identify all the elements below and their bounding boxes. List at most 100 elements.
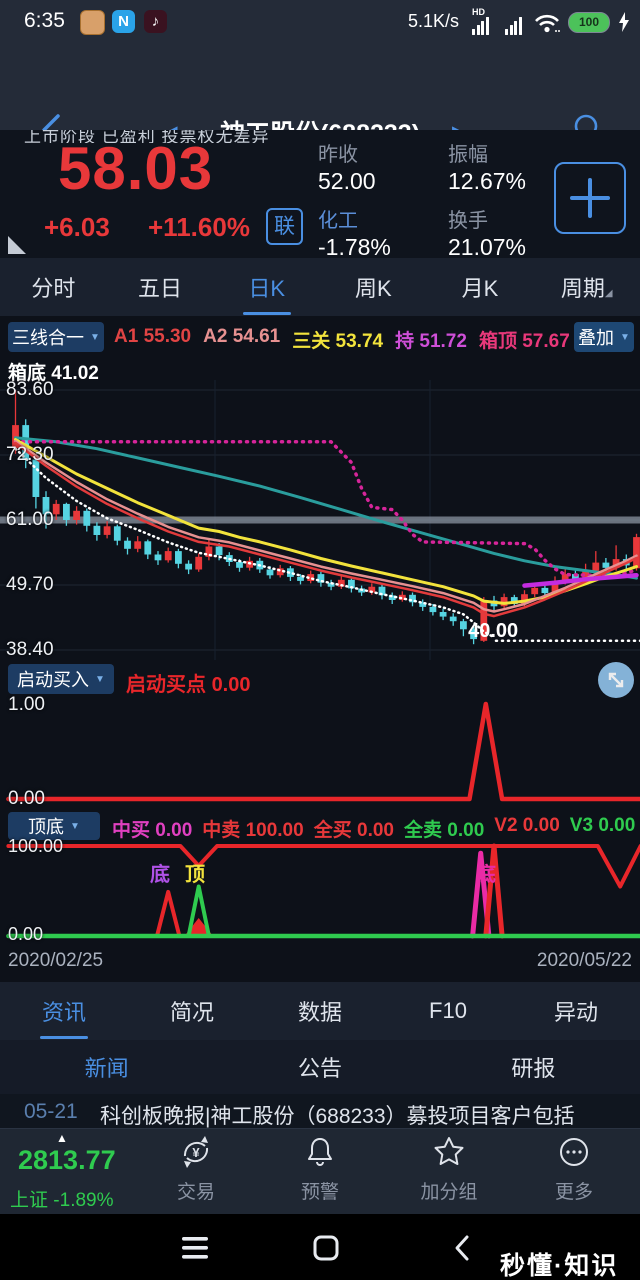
main-indicator-selector[interactable]: 三线合一 ▼ <box>8 322 104 352</box>
candle-body <box>113 526 121 541</box>
sim2-signal-icon <box>505 17 522 35</box>
subtab-research[interactable]: 研报 <box>511 1056 556 1081</box>
system-nav-bar: 秒懂·知识 <box>0 1214 640 1280</box>
candle-body <box>32 459 40 497</box>
candlestick-chart[interactable]: 40.00 <box>0 380 640 660</box>
sector-change-value: -1.78% <box>318 234 391 260</box>
indicator-a2: A2 54.61 <box>203 326 281 347</box>
candle-body <box>52 503 60 515</box>
home-nav-icon[interactable] <box>312 1234 340 1262</box>
sub2-indicator-selector[interactable]: 顶底 ▼ <box>8 812 100 840</box>
trade-button[interactable]: ¥ 交易 <box>160 1135 232 1204</box>
ma-white-dotted <box>14 447 496 639</box>
candle-body <box>388 595 396 600</box>
section-tab-bar: 资讯 简况 数据 F10 异动 <box>0 982 640 1040</box>
sub1-ymax-label: 1.00 <box>8 694 45 715</box>
candle-body <box>612 559 620 568</box>
alert-button[interactable]: 预警 <box>284 1135 356 1204</box>
amplitude-value: 12.67% <box>448 168 527 194</box>
amplitude-label: 振幅 <box>448 144 488 166</box>
period-tab-daily-k[interactable]: 日K <box>213 271 320 315</box>
back-nav-icon[interactable] <box>452 1234 472 1262</box>
candle-body <box>164 551 172 561</box>
corner-fold-icon <box>8 236 26 254</box>
chart-region: 三线合一 ▼ A1 55.30 A2 54.61 三关 53.74 持 51.72… <box>0 316 640 982</box>
candle-body <box>144 541 152 555</box>
sub2-ymax-label: 100.00 <box>8 836 64 856</box>
candle-body <box>480 600 488 641</box>
chevron-down-icon: ▼ <box>70 820 80 832</box>
more-button[interactable]: 更多 <box>538 1135 610 1204</box>
candle-body <box>500 597 508 607</box>
stock-tags: 上市阶段 已盈利 投票权无差异 <box>24 130 270 143</box>
candle-body <box>510 597 518 604</box>
linked-badge[interactable]: 联 <box>266 208 303 245</box>
candle-body <box>592 562 600 571</box>
candle-body <box>215 546 223 556</box>
ma-rose <box>14 439 638 613</box>
news-list-item[interactable]: 05-21 科创板晚报|神工股份（688233）募投项目客户包括 <box>0 1094 640 1128</box>
x-axis-end-date: 2020/05/22 <box>536 950 632 971</box>
candle-body <box>22 425 30 460</box>
candle-body <box>307 574 315 581</box>
add-group-button[interactable]: 加分组 <box>404 1135 494 1204</box>
candle-body <box>561 574 569 583</box>
svg-text:¥: ¥ <box>192 1145 200 1160</box>
dropdown-corner-icon: ◢ <box>604 288 613 299</box>
news-title: 科创板晚报|神工股份（688233）募投项目客户包括 <box>100 1105 575 1128</box>
watermark: 秒懂·知识 <box>500 1252 619 1280</box>
chevron-down-icon: ▼ <box>620 331 630 343</box>
sub2-v3: V3 0.00 <box>569 815 636 836</box>
candle-body <box>633 537 640 569</box>
candle-body <box>103 526 111 535</box>
clock: 6:35 <box>24 9 65 32</box>
index-value[interactable]: 2813.77 <box>18 1145 116 1175</box>
candle-body <box>205 546 213 557</box>
bell-icon <box>308 1138 332 1166</box>
indicator-sanguan: 三关 53.74 <box>292 331 384 352</box>
section-tab-data[interactable]: 数据 <box>297 1000 342 1025</box>
section-tab-news[interactable]: 资讯 <box>0 995 128 1039</box>
period-tab-weekly-k[interactable]: 周K <box>355 276 392 301</box>
sub2-chart[interactable] <box>0 842 640 942</box>
sub1-ymin-label: 0.00 <box>8 788 45 809</box>
candle-body <box>582 570 589 580</box>
recents-nav-icon[interactable] <box>180 1236 210 1260</box>
box-bottom-price-label: 40.00 <box>468 620 518 642</box>
candle-body <box>297 576 304 581</box>
index-name-change[interactable]: 上证 -1.89% <box>10 1190 114 1211</box>
period-tab-minute[interactable]: 分时 <box>31 276 76 301</box>
candle-body <box>276 568 284 576</box>
candle-body <box>398 594 406 600</box>
expand-chart-button[interactable] <box>598 662 634 698</box>
candle-body <box>531 587 539 595</box>
candle-body <box>429 606 437 613</box>
period-tab-5day[interactable]: 五日 <box>138 276 183 301</box>
section-tab-profile[interactable]: 简况 <box>169 1000 214 1025</box>
sub1-indicator-selector[interactable]: 启动买入 ▼ <box>8 664 114 694</box>
sub2-all-sell: 全卖 0.00 <box>403 820 485 841</box>
x-axis-start-date: 2020/02/25 <box>8 950 104 971</box>
section-tab-f10[interactable]: F10 <box>429 998 467 1023</box>
index-expand-arrow-icon[interactable]: ▲ <box>56 1131 68 1145</box>
period-tab-more-periods[interactable]: 周期◢ <box>560 276 613 301</box>
period-tab-monthly-k[interactable]: 月K <box>461 276 499 301</box>
candle-body <box>236 562 243 568</box>
sub2-ymin-label: 0.00 <box>8 924 44 944</box>
section-tab-movement[interactable]: 异动 <box>553 1000 598 1025</box>
candle-body <box>185 563 192 570</box>
candle-body <box>175 551 182 564</box>
sub1-chart[interactable] <box>0 698 640 806</box>
sector-label[interactable]: 化工 <box>318 210 358 232</box>
subtab-news[interactable]: 新闻 <box>84 1056 129 1081</box>
candle-body <box>337 579 345 587</box>
candle-body <box>551 582 559 593</box>
add-to-watchlist-button[interactable] <box>554 162 626 234</box>
candle-body <box>93 525 101 535</box>
subtab-announcements[interactable]: 公告 <box>297 1056 342 1081</box>
sub1-legend: 启动买点 0.00 <box>126 674 251 696</box>
indicator-a1: A1 55.30 <box>114 326 192 347</box>
overlay-button[interactable]: 叠加 ▼ <box>574 322 634 352</box>
n-app-icon: N <box>112 10 135 33</box>
last-price: 58.03 <box>58 135 214 202</box>
